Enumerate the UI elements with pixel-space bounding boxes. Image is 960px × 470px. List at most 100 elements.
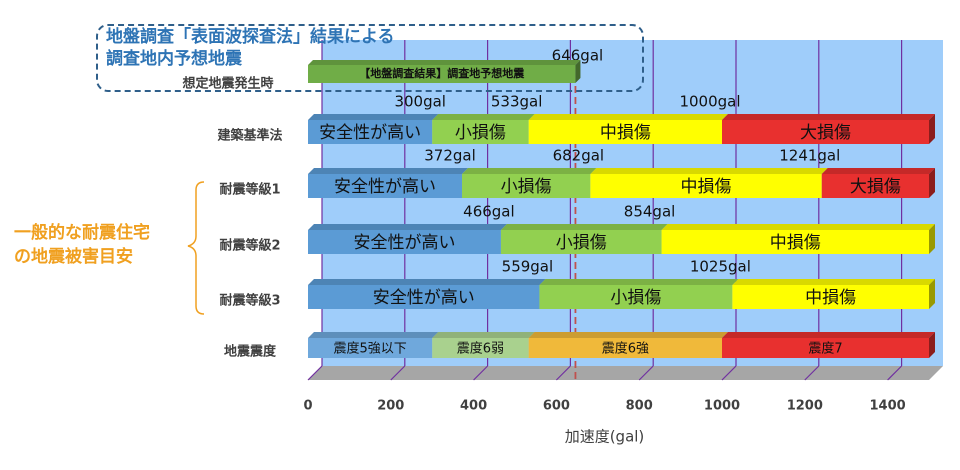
bar-segment-label: 震度6弱 [457, 341, 504, 357]
bar-segment-label: 中損傷 [805, 288, 856, 308]
bar-segment-label: 中損傷 [770, 233, 821, 253]
bar-top [308, 332, 439, 338]
bar-top [528, 114, 728, 120]
bar-segment [308, 120, 433, 144]
annotation-bracket [187, 181, 205, 315]
x-tick-label: 600 [543, 399, 570, 414]
bar-segment [732, 285, 929, 309]
bar-segment-label: 【地盤調査結果】調査地予想地震 [359, 66, 525, 80]
value-label: 466gal [463, 203, 515, 221]
bar-top [528, 332, 728, 338]
bar-top [308, 224, 507, 230]
bar-top [462, 168, 597, 174]
callout-line-2: 調査地内予想地震 [106, 49, 242, 69]
bar-top [308, 60, 581, 65]
bar-segment [308, 285, 540, 309]
category-label: 建築基準法 [217, 128, 282, 144]
gridline-floor [804, 365, 820, 381]
category-label: 耐震等級3 [219, 293, 280, 309]
bar-segment-label: 小損傷 [501, 177, 552, 197]
category-label: 耐震等級1 [219, 182, 280, 198]
gridline-floor [721, 365, 737, 381]
bar-end-cap [929, 224, 935, 254]
bar-end-cap [929, 332, 935, 358]
bar-segment-label: 安全性が高い [373, 288, 475, 308]
gridline-floor [390, 365, 406, 381]
bar-top [722, 114, 935, 120]
gridline-floor [555, 365, 571, 381]
gridline-floor [887, 365, 903, 381]
bar-top [308, 114, 439, 120]
bar-segment-label: 中損傷 [681, 177, 732, 197]
bar-top [722, 332, 935, 338]
value-label: 533gal [491, 93, 543, 111]
bar-segment [528, 338, 722, 358]
bar-segment [661, 230, 929, 254]
x-tick-label: 400 [460, 399, 487, 414]
callout-title: 地盤調査「表面波探査法」結果による 調査地内予想地震 [106, 26, 395, 70]
value-label: 854gal [624, 203, 676, 221]
bar-segment-label: 安全性が高い [319, 123, 421, 143]
value-label: 682gal [553, 147, 605, 165]
bar-segment-label: 安全性が高い [334, 177, 436, 197]
bar-segment-label: 震度7 [808, 341, 842, 357]
bar-top [432, 332, 535, 338]
bar-top [432, 114, 535, 120]
bar-segment [528, 120, 722, 144]
bar-segment-label: 震度5強以下 [333, 341, 406, 357]
annotation-line-1: 一般的な耐震住宅 [14, 223, 150, 243]
value-label: 1025gal [690, 258, 751, 276]
bar-segment [500, 230, 662, 254]
bar-segment [722, 120, 929, 144]
bar-top [732, 279, 935, 285]
bar-top [539, 279, 739, 285]
category-label: 地震震度 [224, 344, 277, 360]
bar-segment-label: 大損傷 [800, 123, 851, 143]
x-tick-label: 1400 [870, 399, 906, 414]
gridline-floor [473, 365, 489, 381]
bar-segment [308, 230, 501, 254]
annotation-line-2: の地震被害目安 [14, 247, 133, 267]
bar-top [821, 168, 935, 174]
value-label: 1241gal [779, 147, 840, 165]
gridline-floor [307, 365, 323, 381]
bar-segment [722, 338, 929, 358]
bar-segment-label: 中損傷 [600, 123, 651, 143]
x-axis-label: 加速度(gal) [565, 428, 645, 446]
x-tick-label: 0 [303, 399, 312, 414]
category-label: 耐震等級2 [219, 238, 280, 254]
bar-end-cap [929, 279, 935, 309]
bar-end-cap [575, 60, 581, 83]
bar-segment [432, 120, 529, 144]
bar-segment [308, 65, 576, 83]
bar-segment [308, 174, 463, 198]
plot-back-wall [322, 40, 943, 366]
x-tick-label: 800 [626, 399, 653, 414]
bar-segment [590, 174, 822, 198]
category-label: 想定地震発生時 [182, 76, 273, 92]
bar-segment [308, 338, 433, 358]
bar-segment-label: 安全性が高い [353, 233, 455, 253]
bar-end-cap [929, 168, 935, 198]
bar-segment [432, 338, 529, 358]
bar-top [590, 168, 828, 174]
bar-segment [821, 174, 929, 198]
bar-top [308, 168, 469, 174]
bar-segment-label: 大損傷 [850, 177, 901, 197]
bar-segment-label: 小損傷 [455, 123, 506, 143]
bar-segment [539, 285, 733, 309]
x-tick-label: 1200 [787, 399, 823, 414]
plot-floor [308, 366, 943, 380]
bar-segment [462, 174, 591, 198]
value-label: 1000gal [679, 93, 740, 111]
bar-top [500, 224, 668, 230]
bar-segment-label: 震度6強 [602, 341, 649, 357]
x-tick-label: 200 [377, 399, 404, 414]
x-tick-label: 1000 [704, 399, 740, 414]
value-label: 300gal [394, 93, 446, 111]
callout-box [96, 24, 644, 92]
bar-end-cap [929, 114, 935, 144]
gridline-floor [638, 365, 654, 381]
bar-segment-label: 小損傷 [556, 233, 607, 253]
